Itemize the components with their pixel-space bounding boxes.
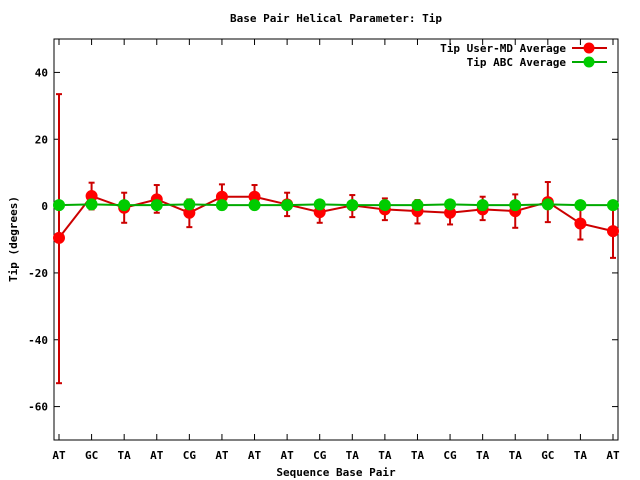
x-tick-label: AT [215,449,229,462]
y-tick-label: 0 [41,200,48,213]
y-axis-label: Tip (degrees) [7,196,20,282]
data-point [509,199,522,212]
y-tick-label: -20 [28,267,48,280]
data-point [248,199,261,212]
data-point [215,199,228,212]
plot-frame [53,38,619,441]
series-layer [53,93,619,385]
x-axis-label: Sequence Base Pair [276,466,396,479]
x-tick-label: AT [52,449,66,462]
x-tick-label: GC [541,449,554,462]
x-tick-label: AT [606,449,620,462]
x-tick-label: TA [411,449,425,462]
data-point [313,198,326,211]
y-tick-label: -60 [28,401,48,414]
data-point [150,199,163,212]
data-point [118,199,131,212]
data-point [53,199,65,212]
x-tick-label: AT [280,449,294,462]
x-tick-label: GC [85,449,98,462]
data-point [607,199,619,212]
x-tick-label: AT [248,449,262,462]
x-tick-label: CG [443,449,457,462]
chart-title: Base Pair Helical Parameter: Tip [230,12,442,25]
y-axis: 40 20 0 -20 -40 -60 [28,66,618,414]
data-point [444,198,457,211]
legend-marker [583,42,595,54]
x-tick-label: TA [346,449,360,462]
legend-label: Tip User-MD Average [440,42,566,55]
legend-marker [583,56,595,68]
data-point [476,199,489,212]
x-tick-label: AT [150,449,164,462]
x-tick-label: TA [509,449,523,462]
x-tick-label: CG [183,449,197,462]
x-tick-label: CG [313,449,327,462]
data-point [411,199,424,212]
x-tick-label: TA [118,449,132,462]
data-point [378,199,391,212]
legend-label: Tip ABC Average [467,56,567,69]
y-tick-label: 40 [35,66,48,79]
data-point [281,199,294,212]
series-abc [53,198,619,212]
data-point [183,198,196,211]
data-point [541,198,554,211]
x-tick-label: TA [378,449,392,462]
y-tick-label: -40 [28,334,48,347]
series-line [58,194,614,239]
data-point [85,198,98,211]
data-point [574,217,587,230]
data-point [607,225,619,238]
series-user-md [53,93,619,385]
x-axis: AT GC TA AT CG AT AT AT CG TA TA TA CG TA TA GC TA AT [52,39,620,462]
x-tick-label: TA [476,449,490,462]
x-tick-label: TA [574,449,588,462]
data-point [574,199,587,212]
data-point [346,199,359,212]
y-tick-label: 20 [35,133,48,146]
series-line [58,203,613,207]
data-point [53,231,65,244]
